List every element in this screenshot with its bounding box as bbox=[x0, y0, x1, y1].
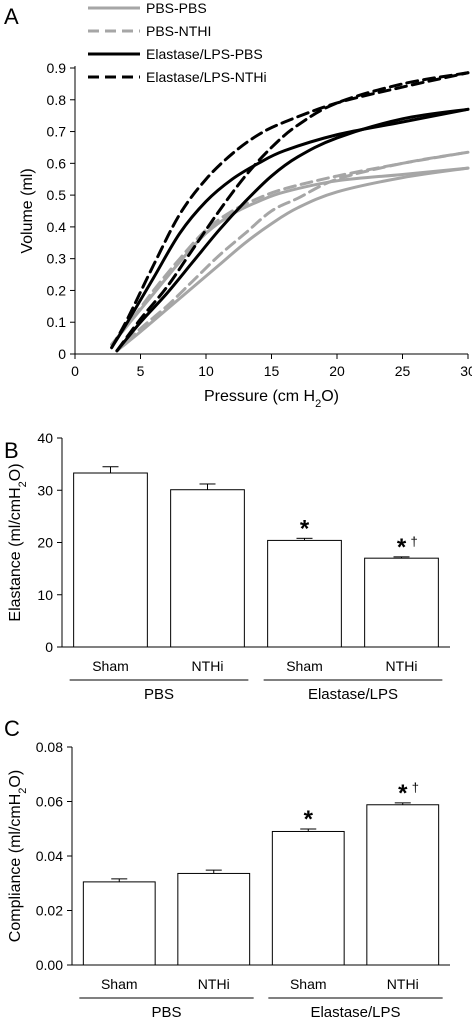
x-tick-label: 25 bbox=[395, 363, 411, 379]
deflation-curve bbox=[115, 71, 470, 353]
x-tick-label: 0 bbox=[71, 363, 79, 379]
y-tick-label: 0.1 bbox=[47, 314, 67, 330]
bar bbox=[364, 557, 439, 648]
y-axis-label-subscript: 2 bbox=[17, 788, 29, 794]
bar-group-3: * † NTHi bbox=[364, 534, 439, 674]
significance-dagger: † bbox=[412, 780, 419, 795]
group-label: Elastase/LPS bbox=[308, 686, 398, 703]
y-tick-label: 20 bbox=[37, 535, 53, 551]
category-label: Sham bbox=[286, 658, 323, 674]
category-label: Sham bbox=[92, 658, 129, 674]
x-tick-label: 10 bbox=[198, 363, 214, 379]
legend: PBS-PBS PBS-NTHI Elastase/LPS-PBS Elastase/… bbox=[88, 0, 267, 85]
y-axis-label: Compliance (ml/cmH2O) bbox=[7, 770, 29, 942]
bar-group-1: NTHi bbox=[170, 483, 245, 674]
x-tick-label: 20 bbox=[329, 363, 345, 379]
y-tick-label: 10 bbox=[37, 587, 53, 603]
category-label: Sham bbox=[101, 976, 138, 992]
inflation-curve bbox=[110, 150, 470, 346]
group-label: PBS bbox=[151, 1004, 181, 1021]
significance-star: * bbox=[398, 780, 408, 807]
deflation-curve bbox=[115, 166, 470, 353]
x-axis-label-main: Pressure (cm H bbox=[204, 388, 315, 405]
series-pbs-nthi bbox=[110, 150, 470, 353]
significance-star: * bbox=[397, 534, 407, 561]
x-tick-label: 5 bbox=[137, 363, 145, 379]
legend-label: PBS-NTHI bbox=[146, 23, 211, 39]
legend-label: Elastase/LPS-PBS bbox=[146, 46, 263, 62]
bar bbox=[267, 539, 342, 648]
x-axis-label: Pressure (cm H2O) bbox=[204, 388, 339, 410]
y-tick-label: 0 bbox=[45, 639, 53, 655]
y-tick-label: 0.02 bbox=[36, 903, 63, 919]
group-label: PBS bbox=[144, 686, 174, 703]
y-tick-label: 0.2 bbox=[47, 282, 67, 298]
y-axis-label: Volume (ml) bbox=[19, 168, 36, 253]
bar bbox=[177, 872, 251, 966]
y-axis-label-main: Compliance (ml/cmH bbox=[7, 794, 24, 942]
panel-b-elastance: B 0 10 20 30 40 Elastance (ml/cmH2O) Sham NTHi * S… bbox=[4, 430, 450, 703]
deflation-curve bbox=[115, 107, 470, 353]
bar-group-0: Sham bbox=[82, 878, 156, 992]
bar-group-3: * † NTHi bbox=[366, 780, 440, 992]
y-axis-label: Elastance (ml/cmH2O) bbox=[7, 463, 29, 621]
y-tick-label: 30 bbox=[37, 482, 53, 498]
y-tick-label: 0.7 bbox=[47, 124, 67, 140]
significance-star: * bbox=[300, 515, 310, 542]
bar bbox=[271, 830, 345, 966]
significance-star: * bbox=[304, 806, 314, 833]
x-tick-label: 15 bbox=[264, 363, 280, 379]
y-tick-label: 0.08 bbox=[36, 739, 63, 755]
y-tick-label: 0.3 bbox=[47, 251, 67, 267]
category-label: NTHi bbox=[387, 976, 419, 992]
legend-label: Elastase/LPS-NTHi bbox=[146, 69, 267, 85]
panel-letter-c: C bbox=[4, 716, 20, 741]
inflation-curve bbox=[110, 71, 470, 350]
bar bbox=[82, 881, 156, 966]
y-tick-label: 0.6 bbox=[47, 155, 67, 171]
y-tick-label: 0.9 bbox=[47, 60, 67, 76]
y-axis-label-main: Elastance (ml/cmH bbox=[7, 487, 24, 621]
group-label: Elastase/LPS bbox=[310, 1004, 400, 1021]
category-label: NTHi bbox=[198, 976, 230, 992]
bar bbox=[170, 489, 245, 648]
bar bbox=[73, 472, 148, 648]
y-tick-label: 0.00 bbox=[36, 957, 63, 973]
deflation-curve bbox=[115, 150, 470, 353]
series-elastase-lps-nthi bbox=[110, 71, 470, 353]
panel-a-volume-pressure: A 0 0.1 0.2 0.3 0.4 0.5 0.6 0.7 0.8 0.9 0 5 10 15 20 25 3… bbox=[4, 0, 472, 410]
bar bbox=[366, 804, 440, 966]
panel-letter-a: A bbox=[4, 4, 19, 29]
y-tick-label: 0.04 bbox=[36, 848, 63, 864]
legend-label: PBS-PBS bbox=[146, 0, 207, 16]
x-axis-label-end: O) bbox=[321, 388, 339, 405]
x-tick-label: 30 bbox=[460, 363, 472, 379]
y-tick-label: 0.4 bbox=[47, 219, 67, 235]
panel-letter-b: B bbox=[4, 438, 19, 463]
y-axis-label-end: O) bbox=[7, 463, 24, 481]
y-tick-label: 0.06 bbox=[36, 794, 63, 810]
bar-group-1: NTHi bbox=[177, 869, 251, 992]
category-label: NTHi bbox=[192, 658, 224, 674]
series-elastase-lps-pbs bbox=[110, 107, 470, 353]
x-axis-label-subscript: 2 bbox=[315, 398, 321, 410]
category-label: NTHi bbox=[386, 658, 418, 674]
y-axis-label-subscript: 2 bbox=[17, 481, 29, 487]
y-axis-label-end: O) bbox=[7, 770, 24, 788]
bar-group-0: Sham bbox=[73, 466, 148, 674]
significance-dagger: † bbox=[411, 534, 418, 549]
y-tick-label: 0 bbox=[58, 346, 66, 362]
y-tick-label: 0.5 bbox=[47, 187, 67, 203]
y-tick-label: 40 bbox=[37, 430, 53, 446]
bar-group-2: * Sham bbox=[267, 515, 342, 674]
y-tick-label: 0.8 bbox=[47, 92, 67, 108]
panel-c-compliance: C 0.00 0.02 0.04 0.06 0.08 Compliance (ml/cmH2… bbox=[4, 716, 450, 1021]
bar-group-2: * Sham bbox=[271, 806, 345, 992]
category-label: Sham bbox=[290, 976, 327, 992]
